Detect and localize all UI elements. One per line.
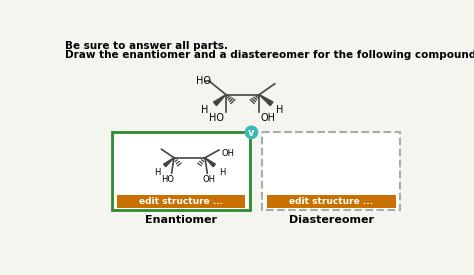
Text: Enantiomer: Enantiomer <box>145 215 217 225</box>
Text: H: H <box>201 105 209 116</box>
Text: edit structure ...: edit structure ... <box>139 197 223 206</box>
Bar <box>112 131 250 210</box>
Text: OH: OH <box>261 113 276 123</box>
Polygon shape <box>259 95 273 106</box>
Text: edit structure ...: edit structure ... <box>289 197 374 206</box>
Polygon shape <box>205 158 215 167</box>
Bar <box>267 195 396 208</box>
Text: Be sure to answer all parts.: Be sure to answer all parts. <box>65 41 228 51</box>
Text: H: H <box>219 168 225 177</box>
Text: HO: HO <box>210 113 224 123</box>
Polygon shape <box>213 95 226 106</box>
Text: HO: HO <box>196 76 211 86</box>
Bar <box>117 195 245 208</box>
Text: HO: HO <box>161 175 174 184</box>
Bar <box>262 131 400 210</box>
Text: OH: OH <box>222 148 235 158</box>
Text: H: H <box>155 168 161 177</box>
Text: Diastereomer: Diastereomer <box>289 215 374 225</box>
Polygon shape <box>164 158 174 167</box>
Circle shape <box>245 126 258 139</box>
Text: v: v <box>248 128 255 138</box>
Text: Draw the enantiomer and a diastereomer for the following compound.: Draw the enantiomer and a diastereomer f… <box>65 50 474 60</box>
Text: OH: OH <box>202 175 215 184</box>
Text: H: H <box>276 105 283 116</box>
